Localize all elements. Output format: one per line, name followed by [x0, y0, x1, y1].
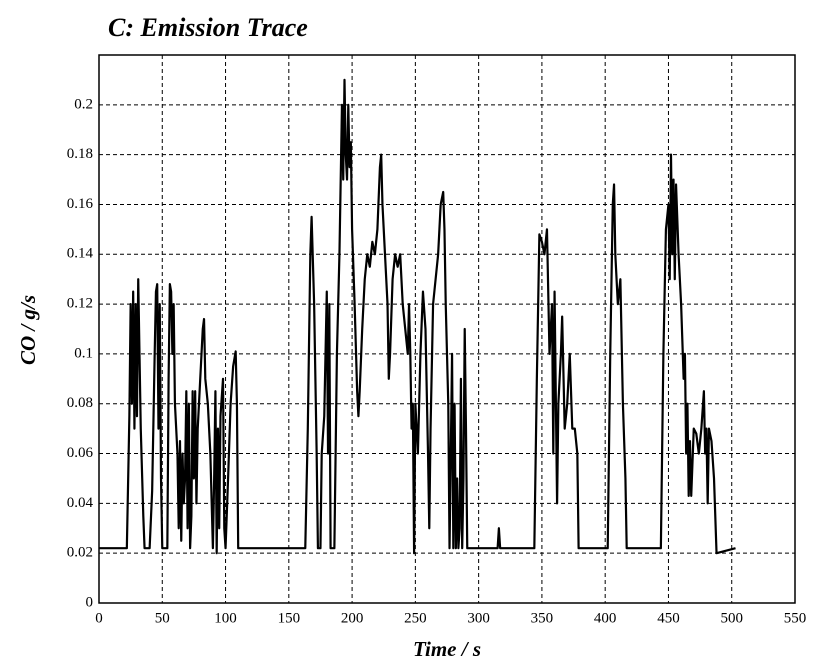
plot-frame [98, 54, 796, 604]
y-tick-label: 0.12 [67, 296, 93, 312]
y-axis-label: CO / g/s [16, 295, 40, 365]
x-axis-label: Time / s [413, 637, 481, 661]
x-tick-label: 400 [594, 610, 617, 626]
y-tick-label: 0.08 [67, 395, 93, 411]
x-tick-label: 300 [467, 610, 490, 626]
x-tick-label: 550 [784, 610, 807, 626]
y-tick-label: 0.18 [67, 146, 93, 162]
chart-title: C: Emission Trace [108, 13, 308, 42]
x-tick-label: 200 [341, 610, 364, 626]
x-tick-label: 450 [657, 610, 680, 626]
x-tick-label: 350 [531, 610, 554, 626]
x-tick-label: 0 [95, 610, 103, 626]
y-tick-label: 0.1 [74, 345, 93, 361]
y-tick-label: 0.16 [67, 196, 94, 212]
data-line [99, 78, 736, 555]
y-tick-label: 0.2 [74, 96, 93, 112]
y-tick-label: 0.02 [67, 545, 93, 561]
y-tick-label: 0 [86, 594, 94, 610]
x-tick-label: 150 [278, 610, 301, 626]
x-tick-label: 500 [720, 610, 743, 626]
y-tick-label: 0.06 [67, 445, 94, 461]
y-tick-label: 0.14 [67, 246, 94, 262]
x-tick-label: 100 [214, 610, 237, 626]
x-tick-label: 250 [404, 610, 427, 626]
y-tick-label: 0.04 [67, 495, 94, 511]
x-tick-label: 50 [155, 610, 170, 626]
